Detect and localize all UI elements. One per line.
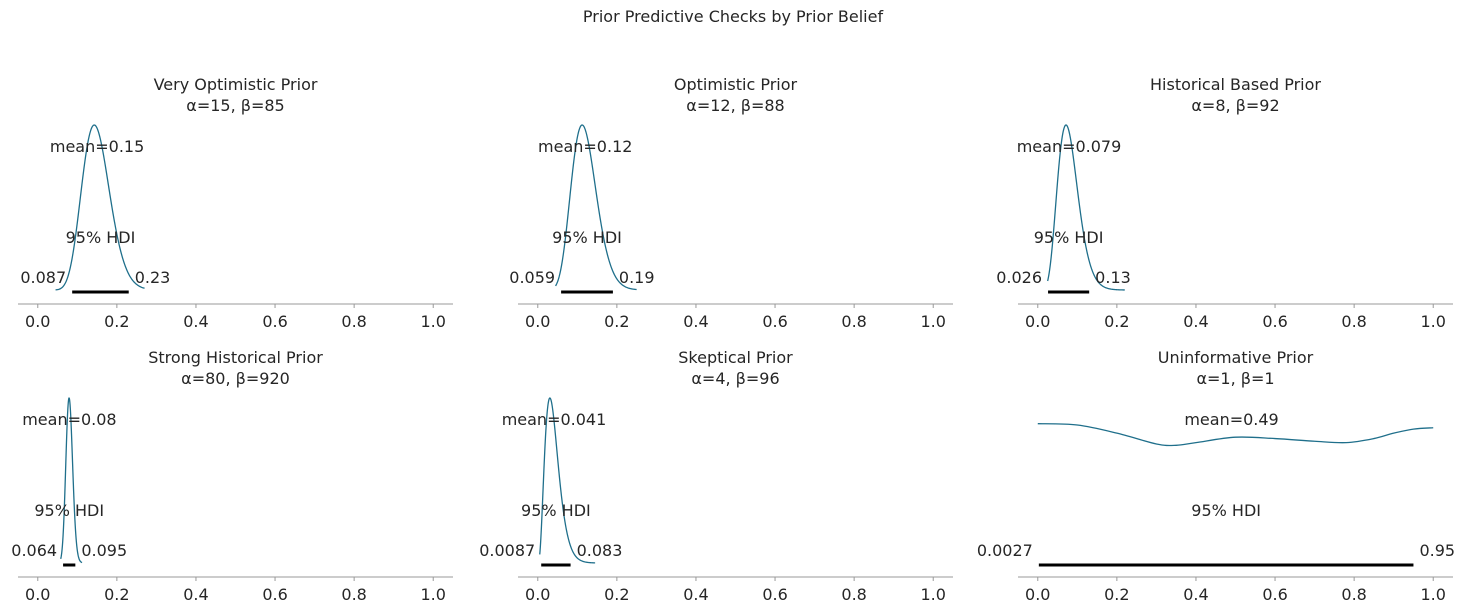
panel-1-mean-label: mean=0.15 bbox=[50, 137, 144, 156]
panel-1-tick-label: 0.0 bbox=[25, 312, 50, 331]
panel-1-tick-label: 1.0 bbox=[421, 312, 446, 331]
panel-1-title: Very Optimistic Prior bbox=[154, 75, 318, 94]
panel-5-hdi-label: 95% HDI bbox=[521, 501, 591, 520]
panel-5-tick-label: 0.6 bbox=[762, 585, 787, 604]
panel-6-hdi-high-label: 0.95 bbox=[1419, 541, 1455, 560]
panel-3-title: Historical Based Prior bbox=[1150, 75, 1321, 94]
panel-1-hdi-low-label: 0.087 bbox=[20, 268, 66, 287]
panel-5-hdi-low-label: 0.0087 bbox=[479, 541, 535, 560]
panel-2-hdi-high-label: 0.19 bbox=[619, 268, 655, 287]
panel-4-tick-label: 0.0 bbox=[25, 585, 50, 604]
panel-5-tick-label: 0.2 bbox=[604, 585, 629, 604]
panel-3-tick-label: 0.4 bbox=[1183, 312, 1208, 331]
panel-3-mean-label: mean=0.079 bbox=[1017, 137, 1122, 156]
panel-2-tick-label: 0.6 bbox=[762, 312, 787, 331]
panel-3-tick-label: 0.0 bbox=[1025, 312, 1050, 331]
panel-4-tick-label: 0.4 bbox=[183, 585, 208, 604]
panel-6-hdi-low-label: 0.0027 bbox=[977, 541, 1033, 560]
panel-2-tick-label: 0.0 bbox=[525, 312, 550, 331]
panel-1-hdi-high-label: 0.23 bbox=[135, 268, 171, 287]
panel-2-hdi-label: 95% HDI bbox=[552, 228, 622, 247]
panel-5-title: Skeptical Prior bbox=[678, 348, 793, 367]
panel-2-title: Optimistic Prior bbox=[674, 75, 798, 94]
panel-2-subtitle: α=12, β=88 bbox=[686, 96, 784, 115]
panel-4-tick-label: 1.0 bbox=[421, 585, 446, 604]
panel-3-hdi-low-label: 0.026 bbox=[996, 268, 1042, 287]
panel-3-tick-label: 0.2 bbox=[1104, 312, 1129, 331]
panel-5-density-curve bbox=[539, 397, 596, 564]
panel-4-subtitle: α=80, β=920 bbox=[181, 369, 290, 388]
panel-2-tick-label: 1.0 bbox=[921, 312, 946, 331]
panel-6-tick-label: 0.8 bbox=[1341, 585, 1366, 604]
panel-4-hdi-low-label: 0.064 bbox=[11, 541, 57, 560]
panel-1-tick-label: 0.6 bbox=[262, 312, 287, 331]
panel-1-hdi-label: 95% HDI bbox=[66, 228, 136, 247]
panel-1-subtitle: α=15, β=85 bbox=[186, 96, 284, 115]
panel-1-density-curve bbox=[55, 124, 145, 291]
panel-6-tick-label: 1.0 bbox=[1421, 585, 1446, 604]
panel-5-tick-label: 0.4 bbox=[683, 585, 708, 604]
panel-6-tick-label: 0.6 bbox=[1262, 585, 1287, 604]
panel-6-tick-label: 0.4 bbox=[1183, 585, 1208, 604]
panel-2-tick-label: 0.4 bbox=[683, 312, 708, 331]
panel-5-tick-label: 0.0 bbox=[525, 585, 550, 604]
panel-2-hdi-low-label: 0.059 bbox=[509, 268, 555, 287]
panel-6-title: Uninformative Prior bbox=[1158, 348, 1314, 367]
panel-1-tick-label: 0.8 bbox=[341, 312, 366, 331]
panel-3-density-curve bbox=[1047, 124, 1125, 291]
panel-6-tick-label: 0.0 bbox=[1025, 585, 1050, 604]
panel-3-tick-label: 0.6 bbox=[1262, 312, 1287, 331]
panel-6-subtitle: α=1, β=1 bbox=[1196, 369, 1274, 388]
panel-1-tick-label: 0.2 bbox=[104, 312, 129, 331]
panel-1-tick-label: 0.4 bbox=[183, 312, 208, 331]
panel-2-mean-label: mean=0.12 bbox=[538, 137, 632, 156]
panel-5-mean-label: mean=0.041 bbox=[502, 410, 607, 429]
panel-2-tick-label: 0.2 bbox=[604, 312, 629, 331]
panel-6-hdi-label: 95% HDI bbox=[1191, 501, 1261, 520]
panel-2-density-curve bbox=[555, 124, 637, 291]
panel-3-hdi-high-label: 0.13 bbox=[1095, 268, 1131, 287]
panel-3-tick-label: 1.0 bbox=[1421, 312, 1446, 331]
panel-4-hdi-high-label: 0.095 bbox=[81, 541, 127, 560]
panel-4-title: Strong Historical Prior bbox=[148, 348, 323, 367]
panel-5-tick-label: 0.8 bbox=[841, 585, 866, 604]
panel-6-density-curve bbox=[1037, 423, 1434, 447]
panel-2-tick-label: 0.8 bbox=[841, 312, 866, 331]
panel-5-hdi-high-label: 0.083 bbox=[577, 541, 623, 560]
panel-5-subtitle: α=4, β=96 bbox=[691, 369, 779, 388]
panel-4-hdi-label: 95% HDI bbox=[34, 501, 104, 520]
panel-4-density-curve bbox=[60, 397, 83, 564]
panel-3-tick-label: 0.8 bbox=[1341, 312, 1366, 331]
panel-4-tick-label: 0.6 bbox=[262, 585, 287, 604]
figure-title: Prior Predictive Checks by Prior Belief bbox=[582, 7, 884, 26]
panel-6-mean-label: mean=0.49 bbox=[1184, 410, 1278, 429]
panel-6-tick-label: 0.2 bbox=[1104, 585, 1129, 604]
panel-4-mean-label: mean=0.08 bbox=[22, 410, 116, 429]
panel-3-subtitle: α=8, β=92 bbox=[1191, 96, 1279, 115]
panel-4-tick-label: 0.8 bbox=[341, 585, 366, 604]
panel-3-hdi-label: 95% HDI bbox=[1034, 228, 1104, 247]
panel-5-tick-label: 1.0 bbox=[921, 585, 946, 604]
panel-4-tick-label: 0.2 bbox=[104, 585, 129, 604]
